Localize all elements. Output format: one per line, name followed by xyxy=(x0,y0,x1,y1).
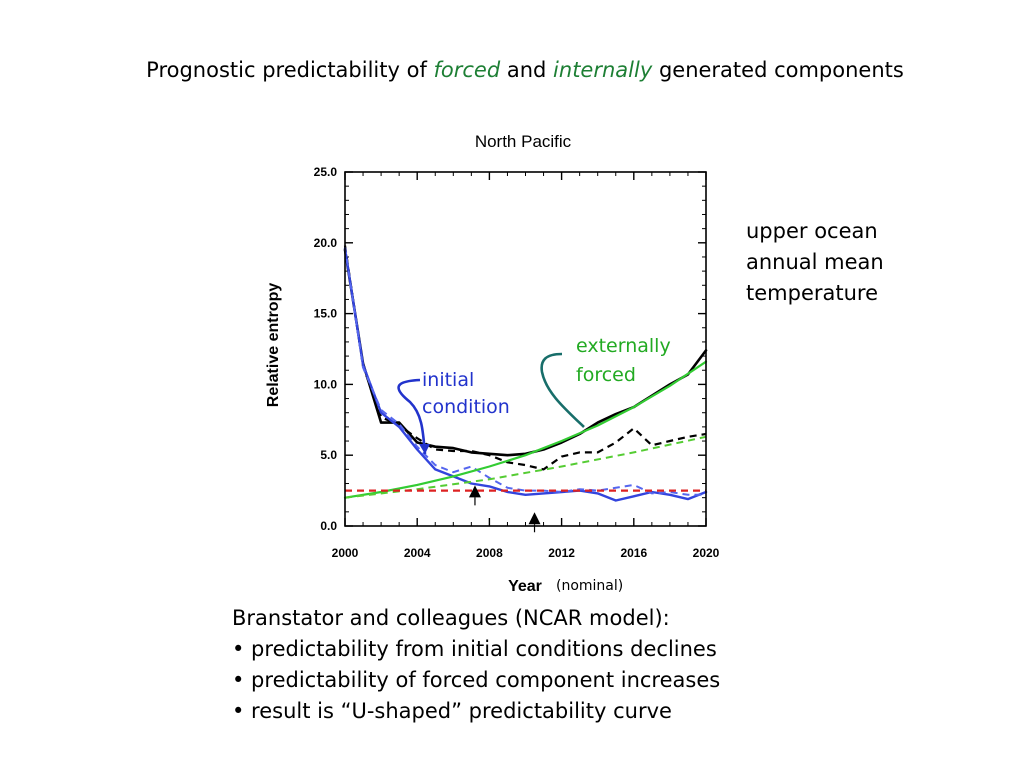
x-axis-label: Year xyxy=(508,578,542,595)
side-note-line: annual mean xyxy=(746,250,884,274)
title-forced: forced xyxy=(433,58,501,82)
slide-title: Prognostic predictability of forced and … xyxy=(0,58,1024,82)
x-tick-label: 2008 xyxy=(476,546,503,560)
x-tick-label: 2004 xyxy=(404,546,431,560)
series-line xyxy=(343,360,708,499)
bullet-heading: Branstator and colleagues (NCAR model): xyxy=(232,606,670,630)
y-tick-label: 10.0 xyxy=(314,377,338,391)
initial-condition-label: condition xyxy=(422,396,510,418)
externally-forced-label: forced xyxy=(576,364,636,386)
x-tick-label: 2016 xyxy=(620,546,647,560)
initial-condition-callout xyxy=(397,378,427,455)
bullet-list: Branstator and colleagues (NCAR model): … xyxy=(232,603,720,727)
series-line xyxy=(344,246,706,496)
title-rest: generated components xyxy=(652,58,904,82)
bullet-item: • predictability from initial conditions… xyxy=(232,637,717,661)
initial-condition-arrowhead xyxy=(419,444,430,454)
y-axis-label: Relative entropy xyxy=(265,283,282,408)
title-internally: internally xyxy=(553,58,653,82)
bullet-item: • predictability of forced component inc… xyxy=(232,668,721,692)
x-tick-label: 2020 xyxy=(693,546,720,560)
variable-description: upper ocean annual mean temperature xyxy=(746,216,884,309)
side-note-line: temperature xyxy=(746,281,878,305)
series-layer xyxy=(343,245,708,502)
y-tick-label: 20.0 xyxy=(314,236,338,250)
axis-ticks: 0.0 5.0 10.0 15.0 20.0 25.0 2000 2004 2008 2012 20… xyxy=(314,165,720,560)
annotations-layer: initial condition externally forced xyxy=(397,335,671,455)
y-tick-label: 0.0 xyxy=(320,519,337,533)
externally-forced-label: externally xyxy=(576,335,671,357)
plot-frame xyxy=(344,171,707,527)
series-line xyxy=(343,245,707,471)
arrow-marker xyxy=(528,512,541,525)
x-tick-label: 2012 xyxy=(548,546,575,560)
title-and: and xyxy=(500,58,554,82)
bullet-item: • result is “U-shaped” predictability cu… xyxy=(232,699,672,723)
y-tick-label: 5.0 xyxy=(320,448,337,462)
y-tick-label: 15.0 xyxy=(314,307,338,321)
externally-forced-callout xyxy=(540,352,585,428)
y-tick-label: 25.0 xyxy=(314,165,338,179)
y-axis-label-group: Relative entropy xyxy=(265,283,282,408)
side-note-line: upper ocean xyxy=(746,219,878,243)
title-text: Prognostic predictability of xyxy=(146,58,434,82)
series-line xyxy=(343,247,708,502)
chart-title: North Pacific xyxy=(475,132,572,151)
initial-condition-label: initial xyxy=(422,369,474,391)
x-axis-note: (nominal) xyxy=(556,578,623,594)
x-tick-label: 2000 xyxy=(332,546,359,560)
arrow-marker xyxy=(468,485,481,498)
predictability-chart: North Pacific Relative entropy Year (nom… xyxy=(265,132,720,595)
